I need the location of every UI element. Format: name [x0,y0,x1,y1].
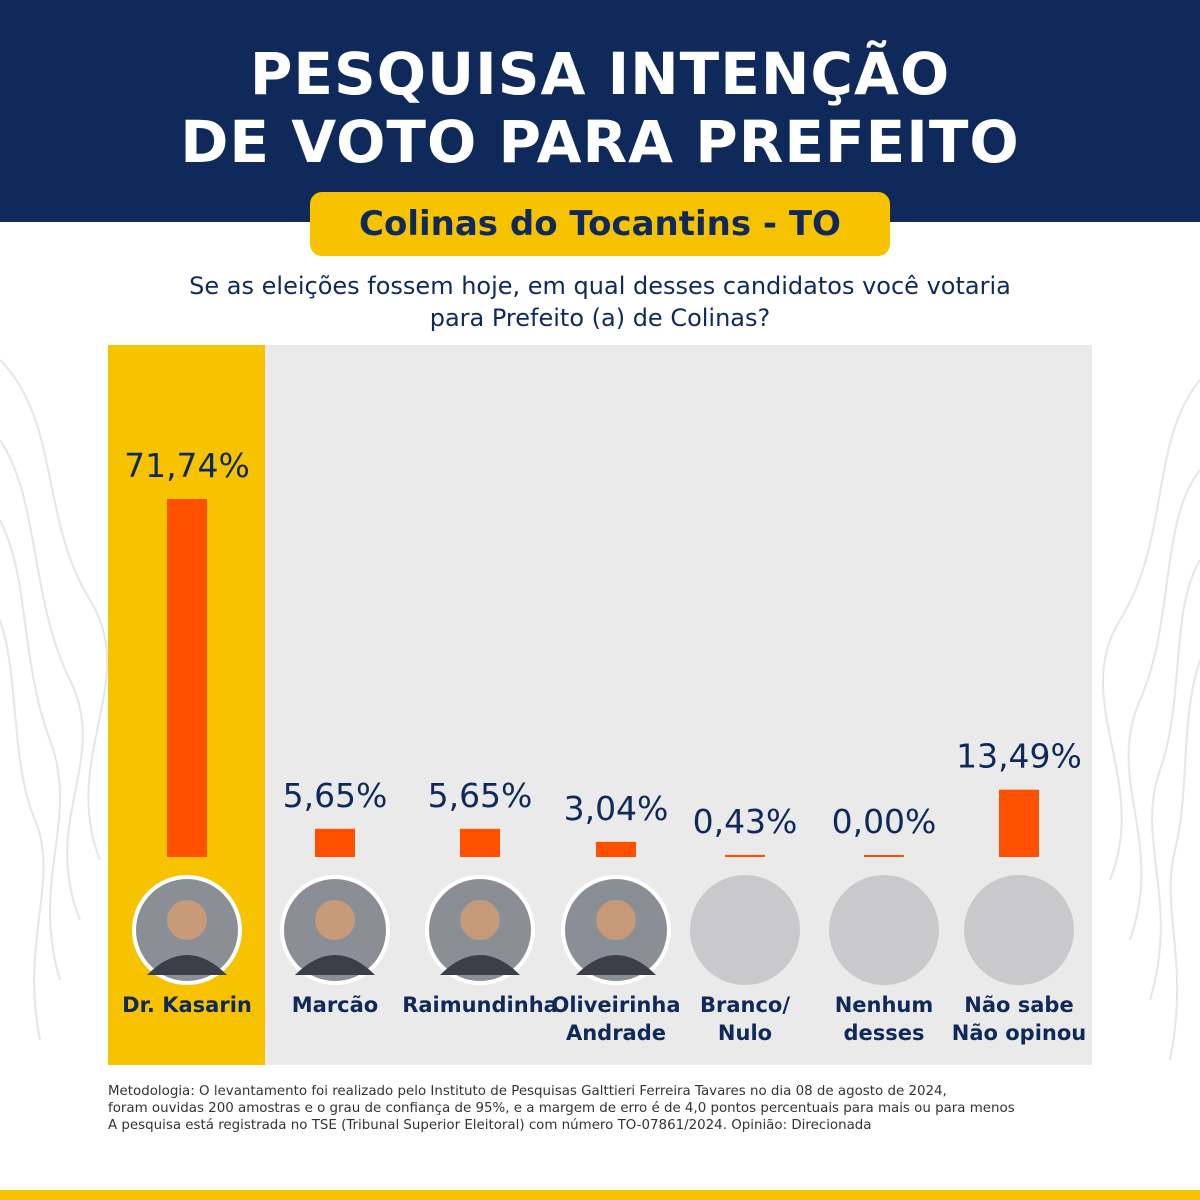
bar-6 [999,789,1039,857]
value-label-3: 3,04% [564,789,669,828]
methodology-note: Metodologia: O levantamento foi realizad… [108,1083,1092,1134]
category-label-5: Nenhum desses [835,993,934,1045]
photo-icon-3 [561,875,671,985]
category-label-1: Marcão [292,993,378,1017]
blank-avatar-icon-5 [829,875,939,985]
value-label-1: 5,65% [283,776,388,815]
category-label-4: Branco/Nulo [700,993,790,1045]
header-banner: PESQUISA INTENÇÃO DE VOTO PARA PREFEITO [0,0,1200,222]
category-label-3: Oliveirinha Andrade [551,993,680,1045]
category-label-0: Dr. Kasarin [122,993,252,1017]
bar-0 [167,499,207,857]
location-label: Colinas do Tocantins - TO [359,204,841,244]
plot-area [265,345,1092,1065]
bar-1 [315,828,355,857]
bar-3 [596,841,636,857]
photo-icon-1 [280,875,390,985]
bottom-stripe [0,1190,1200,1200]
bar-5 [864,855,904,857]
survey-question: Se as eleições fossem hoje, em qual dess… [100,270,1100,334]
bar-4 [725,854,765,857]
photo-icon-0 [132,875,242,985]
value-label-4: 0,43% [693,802,798,841]
methodology-line-1: Metodologia: O levantamento foi realizad… [108,1084,947,1099]
title-line-2: DE VOTO PARA PREFEITO [180,108,1020,176]
title-line-1: PESQUISA INTENÇÃO [249,40,951,108]
question-line-2: para Prefeito (a) de Colinas? [429,304,771,332]
value-label-0: 71,74% [124,446,250,485]
location-badge: Colinas do Tocantins - TO [310,192,890,256]
value-label-2: 5,65% [428,776,533,815]
blank-avatar-icon-6 [964,875,1074,985]
blank-avatar-icon-4 [690,875,800,985]
category-label-6: Não sabe Não opinou [952,993,1086,1045]
methodology-line-3: A pesquisa está registrada no TSE (Tribu… [108,1118,872,1133]
page-title: PESQUISA INTENÇÃO DE VOTO PARA PREFEITO [0,40,1200,176]
bar-2 [460,828,500,857]
question-line-1: Se as eleições fossem hoje, em qual dess… [189,272,1011,300]
value-label-5: 0,00% [832,802,937,841]
category-label-2: Raimundinha [402,993,558,1017]
methodology-line-2: foram ouvidas 200 amostras e o grau de c… [108,1101,1015,1116]
photo-icon-2 [425,875,535,985]
value-label-6: 13,49% [956,737,1082,776]
